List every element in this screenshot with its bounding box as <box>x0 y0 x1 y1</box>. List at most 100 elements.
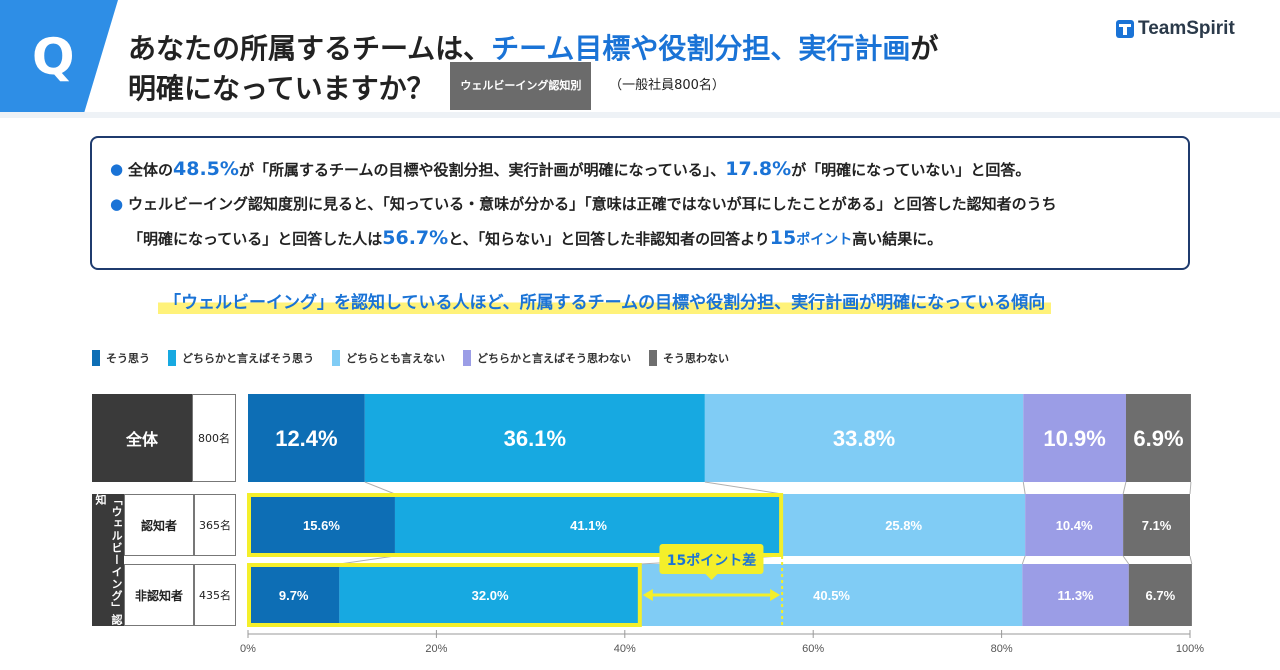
data-label: 41.1% <box>570 518 607 533</box>
connector-line <box>1122 481 1127 495</box>
diff-callout-pointer <box>705 574 718 580</box>
connector-line <box>1022 481 1026 495</box>
legend-item: どちらかと言えばそう思う <box>168 350 314 366</box>
legend-swatch <box>463 350 471 366</box>
legend-swatch <box>649 350 657 366</box>
bullet-2-line2: 「明確になっている」と回答した人は56.7%と、「知らない」と回答した非認知者の… <box>128 221 942 257</box>
logo-text: TeamSpirit <box>1138 18 1235 39</box>
summary-bullet-2: ● ウェルビーイング認知度別に見ると、「知っている・意味が分かる」「意味は正確で… <box>110 187 1170 221</box>
data-label: 10.9% <box>1043 426 1105 451</box>
b2-v2-unit: ポイント <box>796 232 853 248</box>
b1-p3: が「明確になっていない」と回答。 <box>791 161 1031 179</box>
bullet-2-line1: ウェルビーイング認知度別に見ると、「知っている・意味が分かる」「意味は正確ではな… <box>128 195 1057 213</box>
data-label: 33.8% <box>833 426 895 451</box>
title-part1: あなたの所属するチームは、 <box>128 32 492 65</box>
connector-line <box>1122 555 1130 565</box>
header-divider <box>0 112 1280 118</box>
legend-label: どちらとも言えない <box>346 352 445 365</box>
row-count-aware: 365名 <box>194 494 236 556</box>
header: Q あなたの所属するチームは、チーム目標や役割分担、実行計画が 明確になっていま… <box>0 0 1280 118</box>
row-count-unaware: 435名 <box>194 564 236 626</box>
b1-v1: 48.5% <box>173 158 239 180</box>
question-title-line2: 明確になっていますか？ ウェルビーイング認知別 （一般社員800名） <box>128 62 725 114</box>
data-label: 7.1% <box>1142 518 1172 533</box>
connector-line <box>364 481 396 495</box>
bar-segment <box>1128 564 1192 626</box>
row-count-total: 800名 <box>192 394 236 482</box>
bar-segment <box>1123 494 1190 556</box>
legend-swatch <box>332 350 340 366</box>
data-label: 6.7% <box>1146 588 1176 603</box>
connector-line <box>1189 481 1192 495</box>
bar-segment <box>1023 394 1126 482</box>
legend: そう思う どちらかと言えばそう思う どちらとも言えない どちらかと言えばそう思わ… <box>92 350 729 366</box>
bar-segment <box>364 394 705 482</box>
segment-tag: ウェルビーイング認知別 <box>450 62 592 110</box>
title-part2: が <box>910 32 939 65</box>
diff-arrow-head-right <box>770 589 781 601</box>
row-label-aware: 認知者 <box>124 494 194 556</box>
sample-size: （一般社員800名） <box>609 78 725 93</box>
data-label: 15.6% <box>303 518 340 533</box>
data-label: 36.1% <box>504 426 566 451</box>
data-label: 40.5% <box>813 588 850 603</box>
legend-swatch <box>168 350 176 366</box>
logo-icon <box>1116 20 1134 38</box>
data-label: 6.9% <box>1133 426 1183 451</box>
highlight-frame-aware <box>247 493 784 557</box>
b2-p2: と、「知らない」と回答した非認知者の回答より <box>448 230 770 248</box>
bar-segment <box>704 394 1024 482</box>
chart-headline: 「ウェルビーイング」を認知している人ほど、所属するチームの目標や役割分担、実行計… <box>158 288 1052 314</box>
bar-segment <box>1125 394 1191 482</box>
x-tick-label: 100% <box>1176 643 1204 655</box>
bar-segment <box>248 494 395 556</box>
summary-box: ● 全体の48.5%が「所属するチームの目標や役割分担、実行計画が明確になってい… <box>90 136 1190 270</box>
diff-callout <box>659 544 764 574</box>
b1-p1: 全体の <box>128 161 174 179</box>
summary-bullet-1: ● 全体の48.5%が「所属するチームの目標や役割分担、実行計画が明確になってい… <box>110 152 1170 187</box>
bar-segment <box>1025 494 1124 556</box>
data-label: 11.3% <box>1057 588 1094 603</box>
legend-label: どちらかと言えばそう思う <box>182 352 314 365</box>
teamspirit-logo: TeamSpirit <box>1116 18 1235 40</box>
legend-item: どちらとも言えない <box>332 350 445 366</box>
connector-line <box>339 555 396 565</box>
q-label: Q <box>32 28 75 86</box>
legend-label: どちらかと言えばそう思わない <box>477 352 631 365</box>
b2-v1: 56.7% <box>382 227 449 249</box>
row-label-unaware: 非認知者 <box>124 564 194 626</box>
bar-segment <box>248 394 365 482</box>
highlight-frame-unaware <box>247 563 642 627</box>
x-tick-label: 60% <box>802 643 824 655</box>
b2-p3: 高い結果に。 <box>852 230 943 248</box>
connector-line <box>704 481 783 495</box>
b2-p1: 「明確になっている」と回答した人は <box>128 230 383 248</box>
row-label-total: 全体 <box>92 394 192 482</box>
connector-line <box>1021 555 1026 565</box>
data-label: 12.4% <box>275 426 337 451</box>
title-line2-text: 明確になっていますか？ <box>128 72 435 105</box>
b1-p2: が「所属するチームの目標や役割分担、実行計画が明確になっている」、 <box>238 161 726 179</box>
bullet-icon: ● <box>110 160 124 178</box>
bar-segment <box>782 494 1026 556</box>
bullet-icon: ● <box>110 195 124 213</box>
legend-label: そう思わない <box>663 352 729 365</box>
legend-swatch <box>92 350 100 366</box>
data-label: 32.0% <box>472 588 509 603</box>
bullet-1-text: 全体の48.5%が「所属するチームの目標や役割分担、実行計画が明確になっている」… <box>128 152 1030 187</box>
legend-item: そう思う <box>92 350 150 366</box>
bar-segment <box>248 564 340 626</box>
b1-v2: 17.8% <box>725 158 792 180</box>
legend-item: そう思わない <box>649 350 729 366</box>
bar-segment <box>339 564 641 626</box>
diff-callout-text: 15ポイント差 <box>667 552 756 569</box>
summary-bullet-2-cont: 「明確になっている」と回答した人は56.7%と、「知らない」と回答した非認知者の… <box>110 221 1170 257</box>
legend-label: そう思う <box>106 352 150 365</box>
data-label: 25.8% <box>885 518 922 533</box>
question-title: あなたの所属するチームは、チーム目標や役割分担、実行計画が <box>128 28 938 70</box>
b2-v2: 15 <box>769 227 797 249</box>
bar-segment <box>1022 564 1129 626</box>
group-label-wellbeing: 「ウェルビーイング」認知 <box>92 494 124 626</box>
diff-arrow-head-left <box>642 589 653 601</box>
